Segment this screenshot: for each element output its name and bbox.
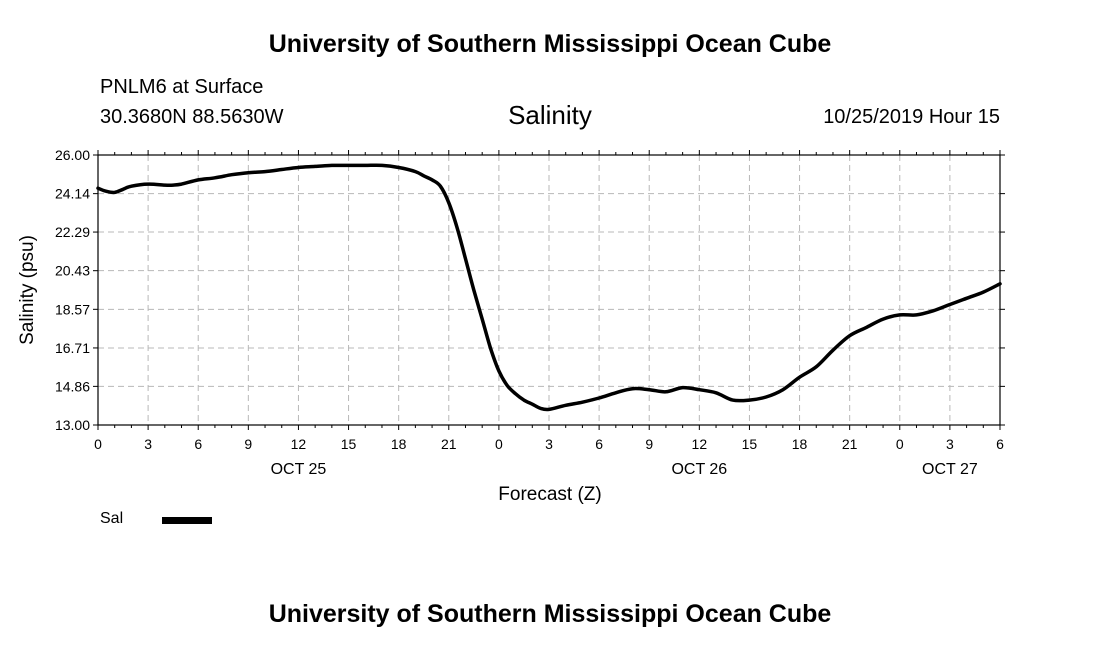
- x-tick-label: 21: [441, 436, 457, 452]
- footer-title: University of Southern Mississippi Ocean…: [268, 600, 832, 628]
- y-tick-label: 18.57: [55, 301, 90, 317]
- station-coordinates: 30.3680N 88.5630W: [100, 106, 284, 128]
- x-tick-label: 3: [144, 436, 152, 452]
- y-tick-label: 26.00: [55, 147, 90, 163]
- x-tick-label: 3: [946, 436, 954, 452]
- y-tick-label: 20.43: [55, 263, 90, 279]
- x-tick-label: 6: [595, 436, 603, 452]
- x-tick-label: 21: [842, 436, 858, 452]
- series-line-sal: [96, 163, 1002, 412]
- y-tick-label: 16.71: [55, 340, 90, 356]
- x-tick-label: 6: [996, 436, 1004, 452]
- chart-title: Salinity: [508, 100, 592, 130]
- x-tick-label: 9: [244, 436, 252, 452]
- forecast-datestamp: 10/25/2019 Hour 15: [823, 106, 1000, 128]
- y-tick-label: 24.14: [55, 186, 90, 202]
- x-tick-label: 9: [645, 436, 653, 452]
- x-axis-title: Forecast (Z): [498, 484, 601, 505]
- x-tick-label: 6: [194, 436, 202, 452]
- x-day-label: OCT 27: [922, 461, 978, 478]
- x-tick-label: 15: [341, 436, 357, 452]
- y-tick-label: 13.00: [55, 417, 90, 433]
- x-tick-label: 0: [495, 436, 503, 452]
- legend-swatch: [162, 517, 212, 524]
- x-tick-label: 18: [391, 436, 407, 452]
- x-tick-label: 3: [545, 436, 553, 452]
- page-title: University of Southern Mississippi Ocean…: [268, 30, 832, 58]
- x-tick-label: 18: [792, 436, 808, 452]
- grid: [98, 155, 1000, 425]
- x-tick-label: 12: [692, 436, 708, 452]
- x-day-label: OCT 26: [671, 461, 727, 478]
- axis-ticks: [93, 150, 1005, 430]
- axis-labels: 13.00 14.86 16.71 18.57 20.43 22.29 24.14 26.00…: [55, 147, 1004, 478]
- y-axis-title: Salinity (psu): [17, 235, 38, 345]
- x-tick-label: 15: [742, 436, 758, 452]
- y-tick-label: 22.29: [55, 224, 90, 240]
- y-tick-label: 14.86: [55, 378, 90, 394]
- x-tick-label: 0: [896, 436, 904, 452]
- x-tick-label: 0: [94, 436, 102, 452]
- legend-label: Sal: [100, 510, 124, 527]
- series-layer: [96, 163, 1002, 412]
- station-name: PNLM6 at Surface: [100, 76, 264, 98]
- x-day-label: OCT 25: [271, 461, 327, 478]
- x-tick-label: 12: [291, 436, 307, 452]
